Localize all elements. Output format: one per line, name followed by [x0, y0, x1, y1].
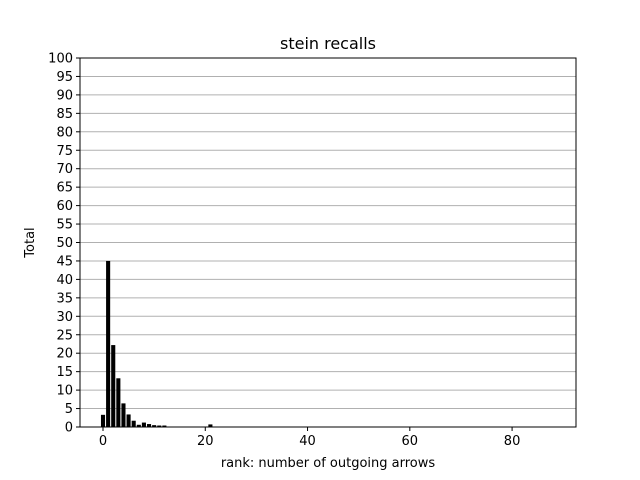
bar	[162, 425, 167, 427]
bar	[131, 420, 136, 427]
y-tick-label: 10	[56, 384, 73, 399]
y-tick-label: 80	[56, 125, 73, 140]
y-tick-label: 55	[56, 218, 73, 233]
bar	[116, 378, 121, 427]
bar	[146, 424, 152, 427]
bar	[157, 425, 162, 427]
x-tick-label: 60	[402, 434, 419, 449]
y-axis-ticks: 0 5 10 15 20 25 30 35 40 45 50 55 60 65 70 75 80 85 90 95 10…	[48, 52, 80, 436]
y-tick-label: 60	[56, 199, 73, 214]
y-tick-label: 20	[56, 347, 73, 362]
x-tick-label: 80	[504, 434, 521, 449]
y-tick-label: 65	[56, 181, 73, 196]
y-tick-label: 100	[48, 52, 73, 67]
bar	[100, 414, 106, 427]
y-tick-label: 40	[56, 273, 73, 288]
bar	[121, 403, 126, 427]
bars	[100, 260, 213, 427]
y-tick-label: 25	[56, 328, 73, 343]
x-tick-label: 0	[99, 434, 107, 449]
bar	[152, 425, 157, 427]
x-axis-ticks: 0 20 40 60 80	[99, 427, 520, 449]
y-tick-label: 5	[65, 402, 73, 417]
y-tick-label: 90	[56, 88, 73, 103]
y-tick-label: 95	[56, 70, 73, 85]
y-tick-label: 50	[56, 236, 73, 251]
y-axis-label: Total	[23, 227, 38, 258]
y-tick-label: 70	[56, 162, 73, 177]
bar	[126, 414, 131, 427]
bar	[141, 422, 146, 427]
y-tick-label: 0	[65, 421, 73, 436]
y-tick-label: 85	[56, 107, 73, 122]
y-tick-label: 15	[56, 365, 73, 380]
y-tick-label: 75	[56, 144, 73, 159]
bar	[208, 424, 213, 427]
y-tick-label: 30	[56, 310, 73, 325]
chart-title: stein recalls	[280, 34, 376, 53]
y-tick-label: 35	[56, 291, 73, 306]
bar	[136, 424, 141, 427]
x-tick-label: 20	[197, 434, 214, 449]
x-axis-label: rank: number of outgoing arrows	[221, 456, 436, 471]
bar	[111, 345, 116, 427]
y-tick-label: 45	[56, 254, 73, 269]
x-tick-label: 40	[299, 434, 316, 449]
grid-lines	[80, 57, 576, 428]
bar	[106, 260, 111, 427]
